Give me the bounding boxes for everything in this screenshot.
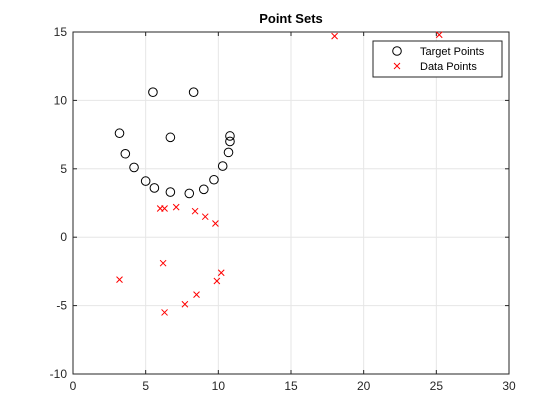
target-point bbox=[217, 161, 228, 171]
data-point-stroke bbox=[212, 220, 219, 227]
data-point-stroke bbox=[161, 205, 168, 212]
data-point-stroke bbox=[161, 309, 168, 316]
legend-x-marker-stroke bbox=[393, 62, 401, 70]
target-point bbox=[149, 183, 160, 193]
chart-title: Point Sets bbox=[259, 11, 323, 26]
data-point bbox=[191, 207, 199, 215]
target-point bbox=[199, 184, 209, 195]
data-point-stroke bbox=[193, 291, 200, 299]
target-point bbox=[165, 187, 176, 197]
y-tick-label: -5 bbox=[56, 299, 67, 313]
legend-marker-data bbox=[393, 62, 401, 70]
data-point bbox=[116, 276, 123, 283]
data-point bbox=[201, 213, 209, 221]
legend-marker-target bbox=[392, 46, 402, 56]
y-tick-label: 5 bbox=[60, 162, 67, 176]
target-point bbox=[148, 87, 158, 97]
data-point bbox=[161, 309, 168, 316]
x-tick-label: 0 bbox=[70, 379, 77, 393]
x-tick-label: 5 bbox=[142, 379, 149, 393]
x-tick-label: 20 bbox=[357, 379, 371, 393]
data-point-stroke bbox=[201, 213, 209, 221]
y-tick-label: 0 bbox=[60, 230, 67, 244]
legend-circle-marker bbox=[392, 46, 402, 56]
data-point bbox=[159, 259, 167, 267]
y-tick-label: 10 bbox=[54, 93, 68, 107]
legend: Target Points Data Points bbox=[372, 40, 503, 78]
data-point-stroke bbox=[116, 276, 123, 283]
data-point-stroke bbox=[331, 32, 338, 40]
data-point bbox=[217, 269, 225, 277]
target-point bbox=[140, 176, 151, 186]
target-point bbox=[225, 136, 235, 147]
target-point bbox=[188, 87, 199, 97]
data-point-stroke bbox=[217, 269, 225, 277]
data-point bbox=[213, 277, 221, 285]
tick-labels: 0 5 10 15 20 25 30 -10 -5 0 5 10 15 bbox=[50, 25, 516, 393]
x-tick-label: 25 bbox=[430, 379, 444, 393]
data-point bbox=[172, 203, 180, 211]
data-point-stroke bbox=[172, 203, 180, 211]
data-point bbox=[181, 300, 189, 308]
target-point bbox=[120, 148, 131, 159]
data-point-stroke bbox=[159, 259, 167, 267]
x-tick-label: 10 bbox=[212, 379, 226, 393]
y-tick-label: 15 bbox=[54, 25, 68, 39]
legend-label-target: Target Points bbox=[420, 46, 485, 58]
x-tick-label: 30 bbox=[502, 379, 516, 393]
data-point bbox=[212, 220, 219, 227]
data-point-stroke bbox=[181, 300, 189, 308]
data-point bbox=[193, 291, 200, 299]
data-point bbox=[161, 205, 168, 212]
target-point bbox=[165, 132, 176, 143]
target-point bbox=[114, 128, 125, 139]
data-point bbox=[435, 31, 443, 39]
target-point bbox=[225, 131, 235, 141]
target-point bbox=[223, 147, 234, 158]
target-point bbox=[129, 162, 139, 173]
target-point bbox=[209, 174, 219, 185]
data-point-stroke bbox=[435, 31, 443, 39]
legend-label-data: Data Points bbox=[420, 61, 477, 73]
y-tick-label: -10 bbox=[50, 367, 68, 381]
data-point-stroke bbox=[191, 207, 199, 215]
data-point bbox=[331, 32, 338, 40]
axes bbox=[72, 31, 510, 375]
legend-x-marker bbox=[393, 62, 401, 70]
x-tick-label: 15 bbox=[284, 379, 298, 393]
target-point bbox=[184, 188, 195, 199]
data-marks bbox=[114, 31, 443, 316]
data-point-stroke bbox=[213, 277, 221, 285]
